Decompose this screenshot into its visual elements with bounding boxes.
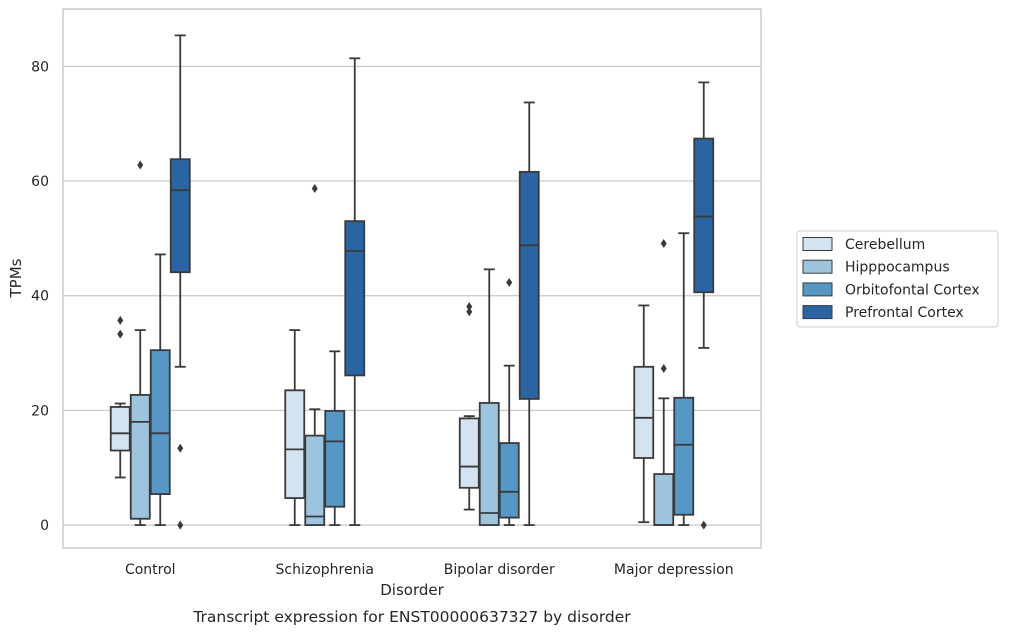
box-iqr	[653, 473, 675, 526]
box-iqr	[284, 389, 306, 500]
legend-items: Cerebellum Hipppocampus Orbitofontal Corte…	[802, 237, 980, 321]
box-iqr	[458, 417, 480, 489]
outlier-point	[177, 443, 184, 453]
box-iqr	[109, 406, 131, 452]
box-iqr	[518, 170, 540, 400]
box-iqr	[633, 365, 655, 459]
box-iqr	[693, 137, 715, 294]
x-tick-label: Control	[125, 562, 176, 578]
box-orbitofontal-cortex	[149, 253, 171, 526]
outlier-point	[117, 329, 124, 339]
x-tick-label: Schizophrenia	[276, 562, 374, 578]
legend-swatch	[802, 305, 833, 320]
y-tick-label: 0	[40, 518, 49, 534]
box-cerebellum	[109, 315, 131, 479]
box-iqr	[169, 158, 191, 274]
outlier-point	[177, 520, 184, 530]
legend-swatch	[802, 237, 833, 251]
box-iqr	[673, 396, 695, 516]
y-tick-label: 20	[31, 403, 49, 419]
x-tick-label: Bipolar disorder	[444, 562, 555, 578]
outlier-point	[137, 160, 144, 170]
box-prefrontal-cortex	[518, 101, 540, 526]
box-cerebellum	[458, 302, 480, 511]
y-tick-label: 40	[31, 289, 49, 305]
x-tick-label: Major depression	[614, 562, 734, 578]
box-cerebellum	[284, 329, 306, 526]
box-prefrontal-cortex	[169, 34, 191, 530]
box-hipppocampus	[129, 160, 151, 526]
y-tick-label: 80	[31, 59, 49, 75]
box-iqr	[129, 394, 151, 520]
y-axis-title: TPMs	[7, 258, 25, 298]
legend-label: Cerebellum	[845, 237, 925, 253]
box-prefrontal-cortex	[344, 57, 366, 526]
outlier-point	[660, 364, 667, 374]
outlier-point	[117, 315, 124, 325]
box-orbitofontal-cortex	[498, 278, 520, 526]
outlier-point	[660, 239, 667, 249]
box-hipppocampus	[653, 239, 675, 526]
legend: Cerebellum Hipppocampus Orbitofontal Corte…	[796, 230, 999, 328]
plot-area-frame	[62, 8, 762, 549]
outlier-point	[311, 183, 318, 193]
legend-label: Hipppocampus	[845, 260, 950, 276]
box-hipppocampus	[478, 268, 500, 526]
y-axis-ticks: 0 20 40 60 80	[31, 59, 49, 534]
box-iqr	[344, 220, 366, 377]
outlier-point	[466, 307, 473, 317]
box-orbitofontal-cortex	[324, 350, 346, 526]
outlier-point	[700, 520, 707, 530]
outlier-point	[466, 302, 473, 312]
box-iqr	[324, 410, 346, 508]
box-orbitofontal-cortex	[673, 232, 695, 526]
box-iqr	[478, 402, 500, 526]
box-cerebellum	[633, 304, 655, 524]
box-series	[109, 34, 715, 530]
box-prefrontal-cortex	[693, 81, 715, 530]
box-iqr	[149, 349, 171, 496]
box-iqr	[498, 442, 520, 519]
legend-label: Orbitofontal Cortex	[845, 282, 980, 298]
legend-frame	[796, 230, 999, 328]
legend-label: Prefrontal Cortex	[845, 305, 964, 321]
x-axis-title: Disorder	[380, 581, 444, 599]
box-hipppocampus	[304, 183, 326, 526]
x-axis-ticks: Control Schizophrenia Bipolar disorder Majo…	[125, 562, 734, 578]
y-tick-label: 60	[31, 174, 49, 190]
legend-swatch	[802, 282, 833, 297]
legend-swatch	[802, 259, 833, 274]
outlier-point	[506, 278, 513, 288]
chart-caption: Transcript expression for ENST0000063732…	[192, 608, 631, 626]
box-iqr	[304, 434, 326, 526]
